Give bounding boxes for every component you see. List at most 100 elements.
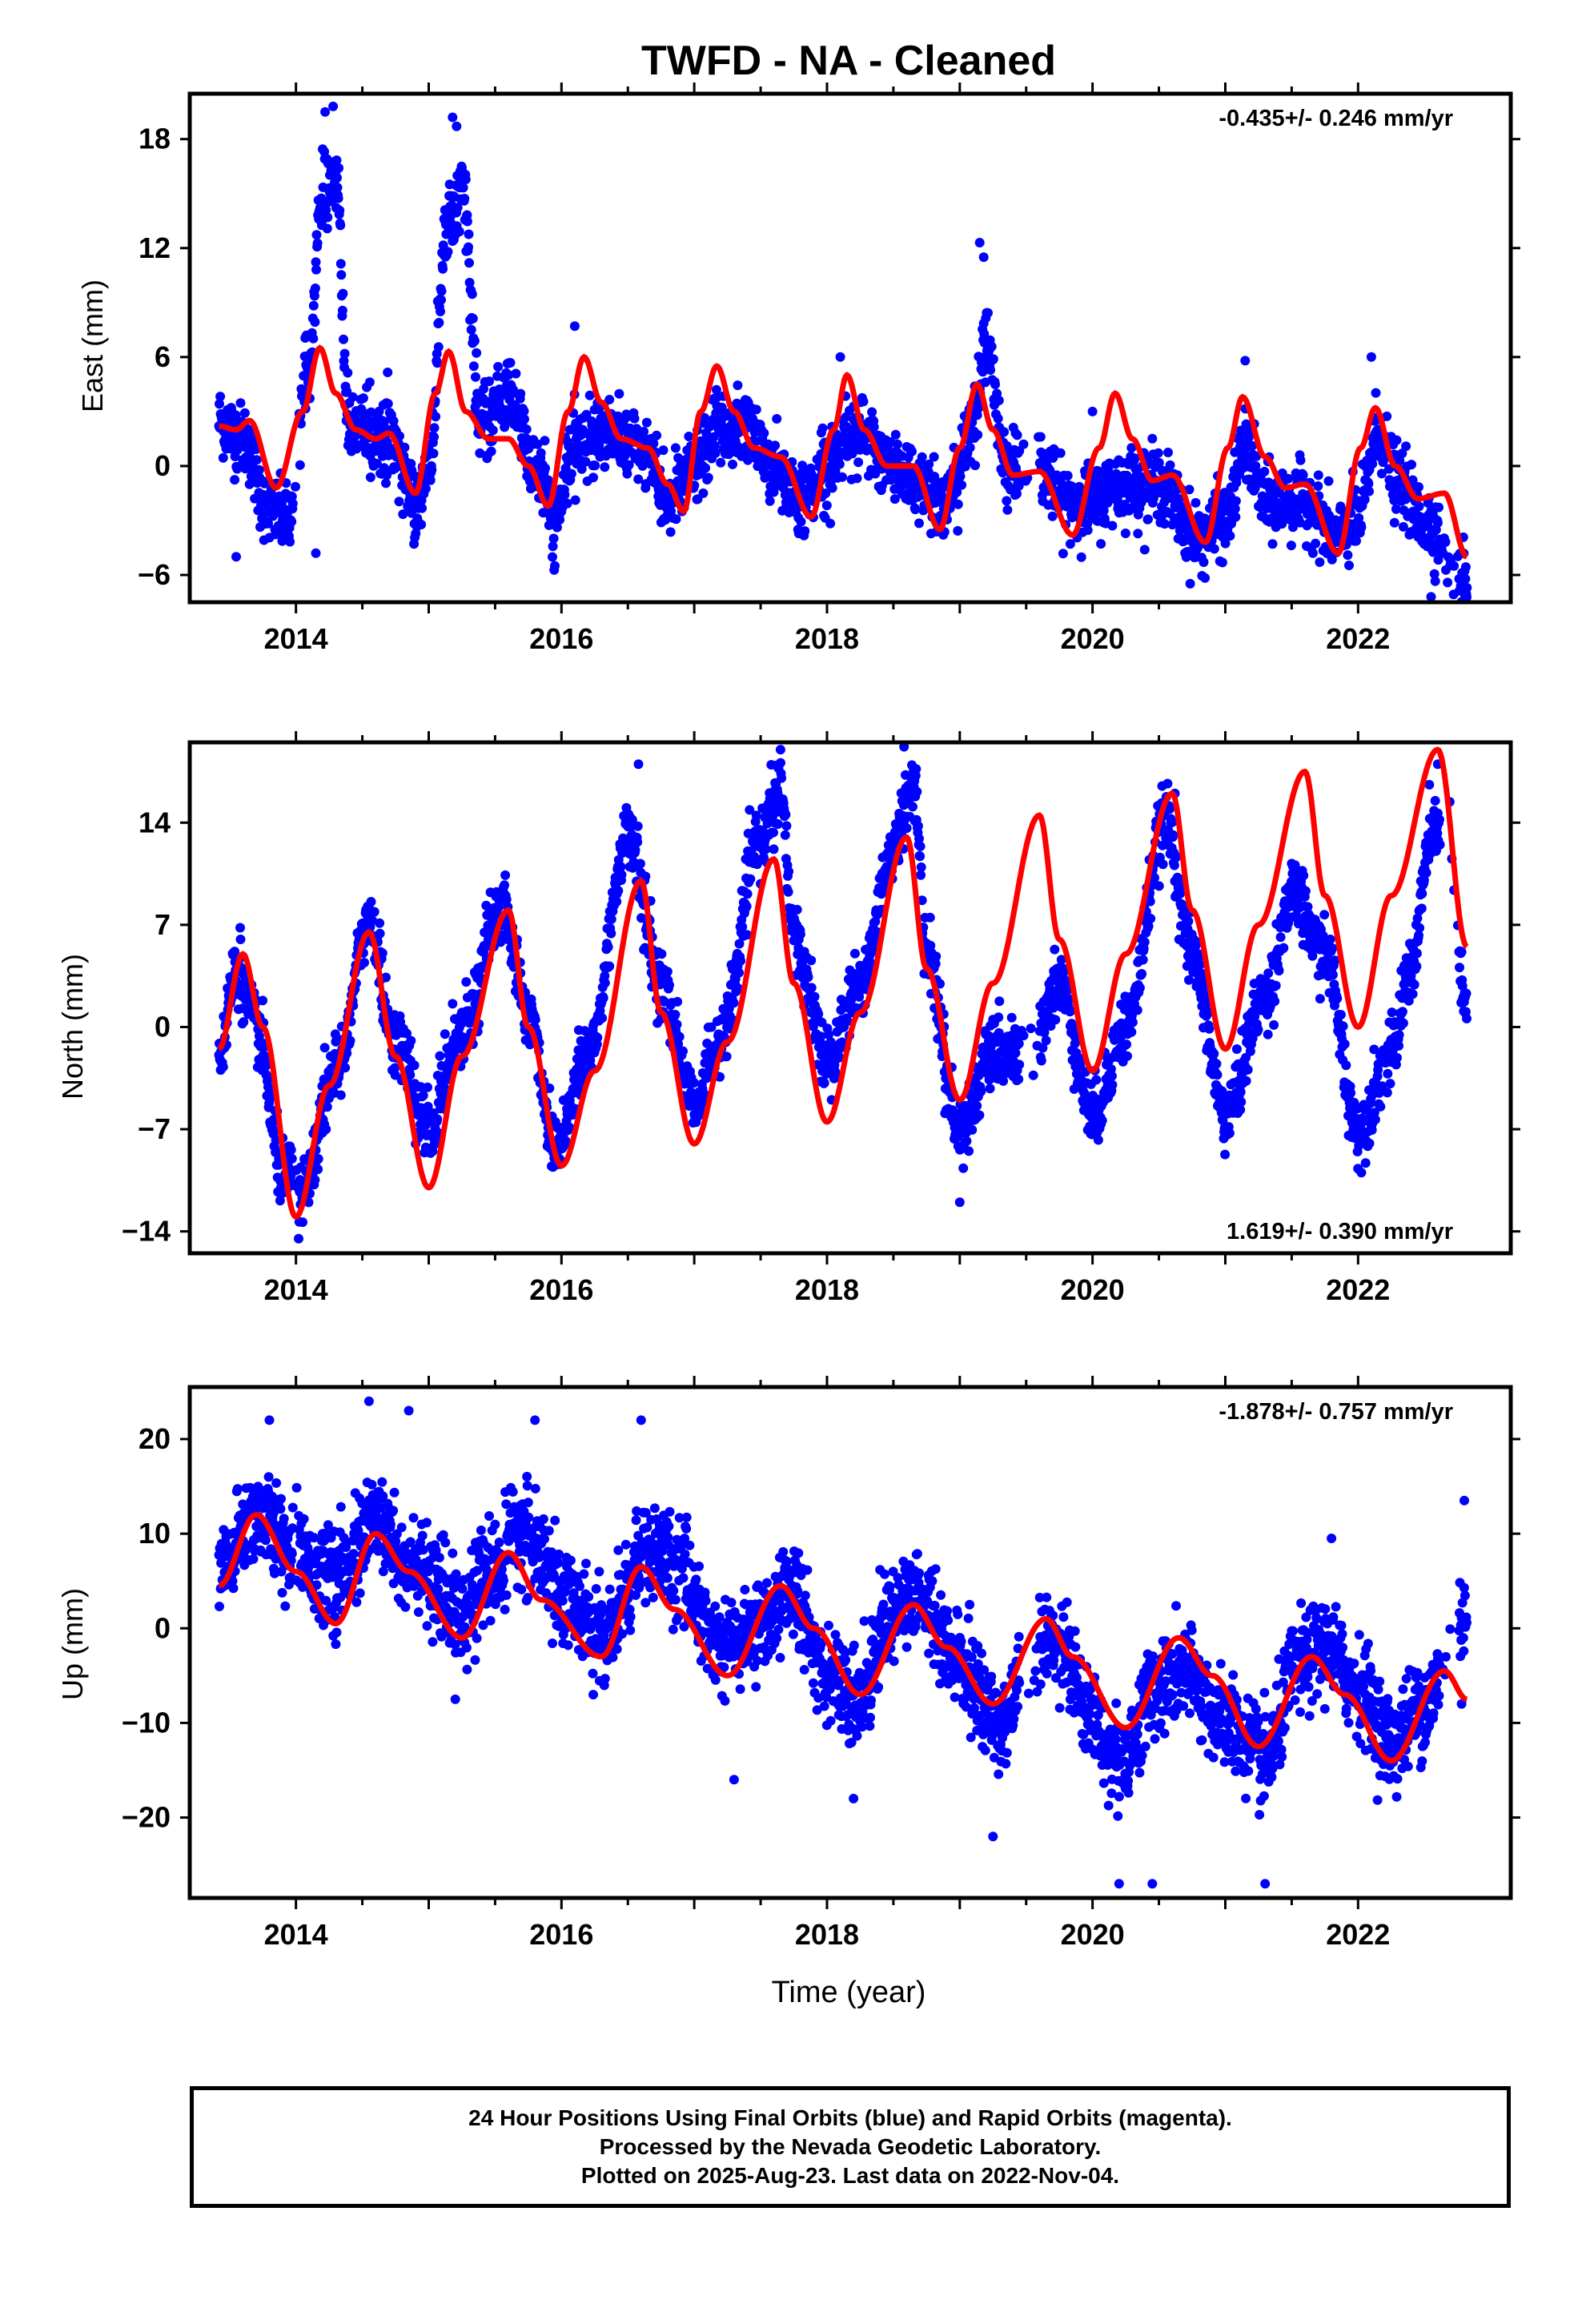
east-data-point [429,423,440,433]
north-data-point [432,1114,443,1124]
east-data-point [230,475,240,485]
north-data-point [439,1083,449,1093]
east-data-point [889,494,900,505]
north-data-point [656,949,667,959]
north-data-point [741,901,752,911]
north-data-point [235,935,246,944]
north-data-point [416,1082,426,1092]
east-data-point [425,475,436,485]
north-data-point [935,979,945,989]
east-data-point [765,496,775,506]
north-data-point [769,827,778,838]
north-data-point [418,1091,428,1100]
east-data-point [1055,448,1066,458]
east-data-point [770,440,781,451]
east-data-point [1130,453,1140,464]
east-data-point [239,408,250,418]
east-data-point [886,475,896,485]
east-data-point [1139,545,1150,555]
east-data-point [1240,356,1251,366]
east-data-point [521,424,532,435]
east-data-point [388,416,399,426]
north-data-point [806,955,817,966]
north-data-point [972,1100,982,1111]
east-data-point [1126,443,1137,453]
north-data-point [603,942,613,952]
east-data-point [733,380,743,391]
east-data-point [798,464,809,474]
east-data-point [797,475,807,485]
east-data-point [1002,496,1012,506]
east-data-point [1462,592,1472,602]
north-data-point [854,991,865,1002]
north-data-point [636,913,646,923]
east-y-tick-label: −6 [138,558,171,591]
east-x-tick-label: 2016 [529,622,593,655]
east-data-point [629,413,640,424]
east-data-point [1148,493,1158,504]
east-data-point [511,368,521,379]
north-data-point [606,928,616,939]
north-data-point [1014,1039,1024,1049]
east-data-point [759,428,769,438]
north-data-point [1093,1135,1103,1145]
east-data-point [800,526,810,537]
east-data-point [1311,538,1321,549]
east-data-point [1298,470,1308,480]
east-data-point [235,398,246,408]
north-data-point [678,1046,688,1056]
east-data-point [1163,448,1173,457]
east-data-point [569,321,580,332]
east-data-point [308,300,319,311]
north-data-point [917,895,927,906]
east-data-point [983,308,993,318]
east-data-point [433,342,444,352]
north-data-point [674,1031,685,1042]
north-data-point [729,998,739,1008]
east-data-point [974,238,985,247]
east-data-point [1371,388,1381,398]
east-data-point [1426,592,1436,602]
east-data-point [994,396,1004,405]
north-data-point [1028,1070,1038,1080]
east-data-point [1107,521,1118,531]
east-data-point [427,464,437,475]
east-y-axis-label: East (mm) [76,279,109,412]
east-data-point [1401,441,1411,452]
east-data-point [311,230,322,240]
east-data-point [1185,578,1195,589]
east-data-point [1286,541,1296,551]
north-data-point [699,1089,709,1099]
east-data-point [1356,522,1367,533]
north-data-point [662,967,673,977]
north-data-point [985,1084,995,1094]
east-data-point [486,446,496,456]
north-data-point [913,821,923,831]
east-data-point [319,147,330,157]
east-data-point [1220,538,1231,549]
north-data-point [1014,1074,1024,1084]
north-data-point [1026,1023,1036,1034]
north-data-point [377,948,387,959]
east-data-point [295,460,305,470]
north-data-point [600,971,610,981]
east-data-point [383,368,393,377]
east-data-point [218,452,228,463]
north-data-point [816,1031,826,1042]
east-data-point [639,426,649,436]
east-data-point [999,427,1010,437]
east-data-point [1283,473,1294,484]
north-data-point [409,1060,420,1071]
east-data-point [673,452,684,463]
east-data-point [331,155,342,166]
east-data-point [1082,525,1093,535]
north-data-point [616,870,627,880]
chart-title: TWFD - NA - Cleaned [641,38,1056,84]
north-data-point [561,1139,571,1148]
east-data-point [310,317,320,328]
north-data-point [781,810,791,820]
east-data-point [555,515,565,525]
north-data-point [406,1035,416,1046]
east-data-point [458,183,468,193]
east-data-point [328,101,339,111]
